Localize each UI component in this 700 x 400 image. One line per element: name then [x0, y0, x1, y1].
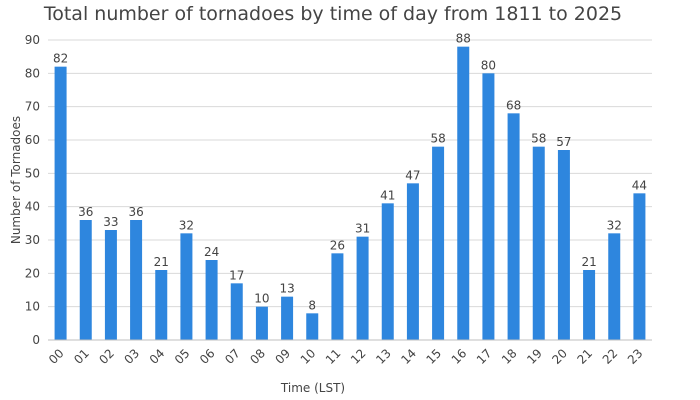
data-label: 47 — [405, 168, 420, 182]
bar — [482, 73, 495, 340]
x-tick-label: 22 — [600, 346, 621, 367]
y-tick-label: 70 — [25, 100, 40, 114]
data-label: 36 — [78, 205, 93, 219]
y-tick-label: 20 — [25, 266, 40, 280]
x-tick-label: 07 — [222, 346, 243, 367]
x-tick-label: 21 — [574, 346, 595, 367]
y-tick-label: 90 — [25, 33, 40, 47]
bar — [356, 236, 369, 340]
x-tick-label: 05 — [172, 346, 193, 367]
data-label: 88 — [456, 32, 471, 46]
data-label: 24 — [204, 245, 219, 259]
y-tick-label: 10 — [25, 300, 40, 314]
bar — [532, 146, 545, 340]
data-labels: 82 36 33 36 21 32 24 17 10 13 8 26 31 41 47 58 88 80 68 58 5… — [53, 32, 647, 313]
bar — [230, 283, 243, 340]
bar — [457, 46, 470, 341]
x-tick-label: 19 — [524, 346, 545, 367]
data-label: 32 — [179, 218, 194, 232]
y-axis-label: Number of Tornadoes — [9, 116, 23, 244]
x-tick-label: 06 — [197, 346, 218, 367]
data-label: 31 — [355, 222, 370, 236]
x-axis-ticks: 00 01 02 03 04 05 06 07 08 09 10 11 12 13 14 15 16 17 18 19… — [46, 346, 646, 367]
y-tick-label: 80 — [25, 66, 40, 80]
bar — [79, 220, 92, 340]
x-tick-label: 20 — [549, 346, 570, 367]
x-tick-label: 04 — [147, 346, 168, 367]
bars — [54, 46, 646, 341]
data-label: 58 — [430, 132, 445, 146]
x-tick-label: 03 — [121, 346, 142, 367]
data-label: 21 — [581, 255, 596, 269]
x-tick-label: 09 — [272, 346, 293, 367]
y-tick-label: 0 — [32, 333, 40, 347]
y-tick-label: 60 — [25, 133, 40, 147]
x-tick-label: 15 — [423, 346, 444, 367]
data-label: 32 — [607, 218, 622, 232]
x-tick-label: 16 — [449, 346, 470, 367]
y-tick-label: 40 — [25, 200, 40, 214]
x-tick-label: 23 — [625, 346, 646, 367]
data-label: 13 — [279, 282, 294, 296]
bar — [331, 253, 344, 340]
bar — [557, 150, 570, 340]
chart-title: Total number of tornadoes by time of day… — [43, 3, 622, 25]
data-label: 41 — [380, 188, 395, 202]
data-label: 36 — [128, 205, 143, 219]
bar — [306, 313, 319, 340]
data-label: 10 — [254, 292, 269, 306]
data-label: 21 — [154, 255, 169, 269]
x-tick-label: 14 — [398, 346, 419, 367]
x-tick-label: 02 — [96, 346, 117, 367]
data-label: 82 — [53, 52, 68, 66]
bar — [406, 183, 419, 340]
bar — [155, 270, 168, 340]
bar — [255, 306, 268, 340]
x-tick-label: 12 — [348, 346, 369, 367]
bar — [104, 230, 117, 340]
x-tick-label: 00 — [46, 346, 67, 367]
bar — [205, 260, 218, 340]
x-tick-label: 18 — [499, 346, 520, 367]
data-label: 80 — [481, 58, 496, 72]
bar — [180, 233, 193, 340]
x-tick-label: 13 — [373, 346, 394, 367]
bar — [583, 270, 596, 340]
y-tick-label: 30 — [25, 233, 40, 247]
bar — [130, 220, 143, 340]
bar — [608, 233, 621, 340]
data-label: 57 — [556, 135, 571, 149]
x-tick-label: 17 — [474, 346, 495, 367]
data-label: 17 — [229, 268, 244, 282]
x-tick-label: 08 — [247, 346, 268, 367]
bar — [507, 113, 520, 340]
bar — [281, 296, 294, 340]
data-label: 8 — [308, 298, 316, 312]
y-tick-label: 50 — [25, 166, 40, 180]
bar — [633, 193, 646, 340]
x-tick-label: 01 — [71, 346, 92, 367]
bar — [432, 146, 445, 340]
grid-lines — [48, 39, 652, 308]
data-label: 26 — [330, 238, 345, 252]
bar — [54, 66, 67, 341]
bar — [381, 203, 394, 340]
y-axis-ticks: 0 10 20 30 40 50 60 70 80 90 — [25, 33, 40, 347]
x-tick-label: 11 — [323, 346, 344, 367]
x-tick-label: 10 — [298, 346, 319, 367]
x-axis-label: Time (LST) — [280, 381, 345, 395]
data-label: 44 — [632, 178, 647, 192]
data-label: 68 — [506, 98, 521, 112]
data-label: 33 — [103, 215, 118, 229]
data-label: 58 — [531, 132, 546, 146]
